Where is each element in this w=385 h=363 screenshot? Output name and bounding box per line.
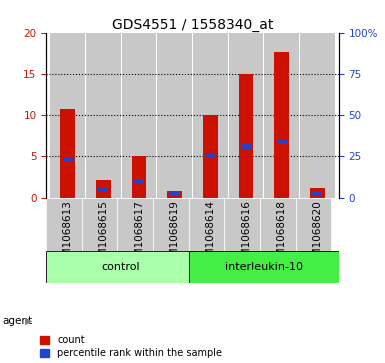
Bar xyxy=(82,198,117,251)
Text: GSM1068616: GSM1068616 xyxy=(241,200,251,270)
Bar xyxy=(203,115,218,198)
Bar xyxy=(46,198,82,251)
Legend: count, percentile rank within the sample: count, percentile rank within the sample xyxy=(40,335,222,358)
Bar xyxy=(60,109,75,198)
Bar xyxy=(122,33,156,198)
Text: control: control xyxy=(102,262,141,272)
Bar xyxy=(62,158,73,162)
Text: GSM1068618: GSM1068618 xyxy=(277,200,287,270)
Bar xyxy=(275,52,289,198)
Bar xyxy=(229,33,263,198)
Text: GSM1068614: GSM1068614 xyxy=(205,200,215,270)
Bar xyxy=(96,180,110,198)
Bar xyxy=(260,198,296,251)
Bar xyxy=(296,198,331,251)
Bar xyxy=(167,191,182,198)
Bar xyxy=(157,33,192,198)
Text: agent: agent xyxy=(2,316,32,326)
Bar xyxy=(205,154,216,159)
Bar xyxy=(169,192,180,196)
Text: GSM1068620: GSM1068620 xyxy=(312,200,322,270)
Bar xyxy=(46,251,196,283)
Bar xyxy=(312,191,323,195)
Bar xyxy=(98,187,109,192)
Bar xyxy=(300,33,335,198)
Title: GDS4551 / 1558340_at: GDS4551 / 1558340_at xyxy=(112,18,273,32)
Bar xyxy=(117,198,153,251)
Bar xyxy=(189,251,339,283)
Bar xyxy=(241,144,251,148)
Bar xyxy=(153,198,189,251)
Text: GSM1068615: GSM1068615 xyxy=(98,200,108,270)
Bar xyxy=(239,74,253,198)
Bar xyxy=(276,139,287,144)
Text: ▶: ▶ xyxy=(25,316,32,326)
Text: GSM1068619: GSM1068619 xyxy=(170,200,180,270)
Text: GSM1068613: GSM1068613 xyxy=(63,200,73,270)
Bar xyxy=(134,179,144,183)
Bar xyxy=(224,198,260,251)
Bar xyxy=(132,156,146,198)
Bar xyxy=(310,188,325,198)
Bar xyxy=(189,198,224,251)
Bar xyxy=(86,33,121,198)
Bar xyxy=(193,33,228,198)
Bar xyxy=(264,33,299,198)
Text: GSM1068617: GSM1068617 xyxy=(134,200,144,270)
Text: interleukin-10: interleukin-10 xyxy=(225,262,303,272)
Bar xyxy=(50,33,85,198)
